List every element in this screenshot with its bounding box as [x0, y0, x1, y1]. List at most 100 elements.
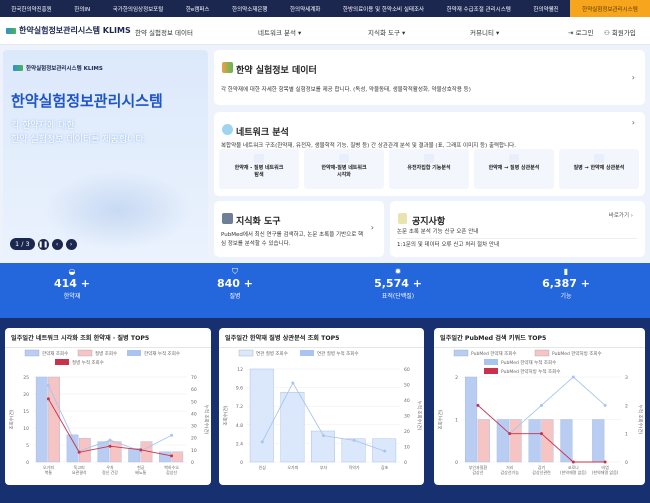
x-tick-label: 정신 건강 [102, 469, 118, 475]
data-card-title: 한약 실험정보 데이터 [236, 66, 317, 76]
data-card[interactable]: 한약 실험정보 데이터 각 한약재에 대한 자세한 항목별 실험정보를 제공 합… [214, 50, 645, 105]
data-point [260, 440, 264, 444]
topnav-item[interactable]: 한의약세계화 [290, 6, 321, 13]
x-tick-label: 배뇨통 [135, 469, 146, 475]
knowledge-desc: PubMed에서 최신 연구를 검색하고, 논문 초록을 기반으로 핵심 정보를… [221, 232, 364, 247]
topnav-item[interactable]: 국가한의임상정보포털 [112, 6, 164, 13]
y2-tick-label: 50 [404, 383, 410, 389]
x-tick-label: 복통 [45, 469, 53, 475]
legend-swatch [55, 359, 69, 365]
x-tick-label: 백하수오 [164, 464, 179, 470]
bar [311, 430, 335, 463]
login-link[interactable]: ⇥ 로그인 [568, 29, 594, 37]
signup-label: 회원가입 [611, 29, 636, 37]
data-point [77, 450, 81, 454]
bar [97, 441, 110, 463]
legend-swatch [127, 350, 141, 356]
legend-label: 연관 질병 누적 조회수 [317, 350, 359, 357]
x-tick-label: 작약가 [349, 464, 360, 470]
document-icon: ▮ [563, 267, 569, 276]
bar [592, 419, 605, 463]
legend-label: PubMed 한약재 조회수 [471, 350, 517, 357]
y2-tick-label: 3 [625, 375, 628, 381]
bar [477, 419, 490, 463]
x-tick-label: 갑상선관련 [532, 469, 551, 475]
topnav-item[interactable]: 한국한의약진흥원 [11, 6, 52, 13]
topnav-item[interactable]: 한약실험정보관리시스템 [569, 0, 650, 17]
signup-link[interactable]: ⚇ 회원가입 [604, 27, 636, 37]
logo-icon [6, 27, 16, 34]
bar [249, 368, 274, 463]
bar [528, 419, 541, 463]
bar-chart-icon [222, 62, 233, 73]
data-point [46, 397, 50, 401]
notice-item[interactable]: 1:1문의 및 데이터 오류 신고 처리 절차 안내 [397, 242, 500, 248]
network-item-herb-disease[interactable]: 한약재 → 질병 상관분석 [474, 149, 554, 189]
notice-item[interactable]: 논문 초록 분석 기능 신규 오픈 안내 [397, 227, 637, 239]
y2-tick-label: 20 [404, 429, 410, 435]
network-desc: 복합약물 네트워크 구조(한약재, 유전자, 생물학적 기능, 질병 등) 간 … [221, 143, 516, 149]
network-item-visualize[interactable]: 한약재-질병 네트워크 시각화 [304, 149, 384, 189]
bar [464, 376, 478, 463]
data-point [603, 460, 607, 464]
topnav-item[interactable]: 한e캠퍼스 [185, 6, 210, 13]
chart-title: 일주일간 네트워크 시각화 조회 한약재 · 질병 TOP5 [5, 328, 211, 348]
menu-knowledge[interactable]: 지식화 도구 ▾ [368, 29, 406, 37]
bar [109, 441, 122, 463]
x-tick-label: (한약재명 없음) [592, 469, 619, 475]
stat-functions: ▮ 6,387 + 기능 [506, 267, 626, 300]
network-item-gene[interactable]: 유전자집합 기능분석 [389, 149, 469, 189]
topnav-item[interactable]: 한의약웰진 [533, 6, 559, 13]
logo-text: 한약실험정보관리시스템 KLIMS [19, 26, 131, 35]
chevron-right-icon: › [631, 73, 635, 82]
knowledge-card[interactable]: 지식화 도구 PubMed에서 최신 연구를 검색하고, 논문 초록을 기반으로… [214, 201, 384, 257]
user-icon: ⚇ [604, 29, 612, 37]
data-point [476, 403, 480, 407]
data-point [571, 375, 575, 379]
chevron-right-icon: › [370, 223, 374, 232]
notice-more-link[interactable]: 바로가기 › [608, 213, 633, 219]
topnav-item[interactable]: 한약재 수급조절 관리시스템 [446, 6, 511, 13]
topnav-item[interactable]: 한방의료이용 및 한약소비 실태조사 [342, 6, 425, 13]
data-point [139, 448, 143, 452]
hero-pager: 1 / 3 ❚❚ ‹ › [10, 238, 77, 250]
stat-label: 기능 [560, 293, 572, 300]
next-icon[interactable]: › [65, 238, 77, 250]
data-card-desc: 각 한약재에 대한 자세한 항목별 실험정보를 제공 합니다. (독성, 약물동… [221, 87, 471, 93]
notepad-icon [398, 213, 407, 224]
y2-tick-label: 60 [404, 367, 410, 373]
site-logo[interactable]: 한약실험정보관리시스템 KLIMS [6, 25, 131, 36]
chart-card-correlation: 일주일간 한약재 질병 상관분석 조회 TOP5 연관 질병 조회수 연관 질병 누… [219, 328, 424, 485]
page-indicator: 1 / 3 [10, 238, 35, 250]
knowledge-title: 지식화 도구 [236, 217, 281, 227]
topnav-item[interactable]: 한의IN [74, 6, 91, 13]
legend-label: 한약재 조회수 [42, 350, 68, 357]
y2-tick-label: 10 [191, 448, 197, 454]
y-axis-label: 조회수(건) [8, 409, 15, 429]
menu-community[interactable]: 커뮤니티 ▾ [470, 29, 500, 37]
x-tick-label: 오가피 [287, 464, 298, 470]
network-item-explore[interactable]: 한약재 - 질병 네트워크 탐색 [219, 149, 299, 189]
network-icon [222, 124, 233, 135]
virus-icon: ✹ [394, 267, 402, 276]
chevron-right-icon[interactable]: › [631, 118, 635, 127]
y2-tick-label: 30 [191, 424, 197, 430]
legend-label: PubMed 한약처방 누적 조회수 [501, 368, 560, 375]
legend-swatch [24, 349, 40, 357]
pause-icon[interactable]: ❚❚ [37, 238, 49, 250]
prev-icon[interactable]: ‹ [51, 238, 63, 250]
menu-data[interactable]: 한약 실험정보 데이터 [135, 29, 193, 37]
tool-icon [222, 213, 233, 224]
x-tick-label: 독고피 [74, 464, 85, 470]
bar [509, 419, 522, 463]
y-tick-label: 10 [23, 426, 29, 432]
network-item-disease-herb[interactable]: 질병 → 한약재 상관분석 [559, 149, 639, 189]
y2-tick-label: 2 [625, 403, 628, 409]
topnav-item[interactable]: 한의약소재은행 [232, 6, 268, 13]
y-tick-label: 12 [237, 367, 243, 373]
y-tick-label: 1 [455, 418, 458, 424]
menu-network[interactable]: 네트워크 분석 ▾ [258, 29, 302, 37]
data-point [108, 438, 112, 442]
stat-value: 840 + [216, 277, 253, 290]
